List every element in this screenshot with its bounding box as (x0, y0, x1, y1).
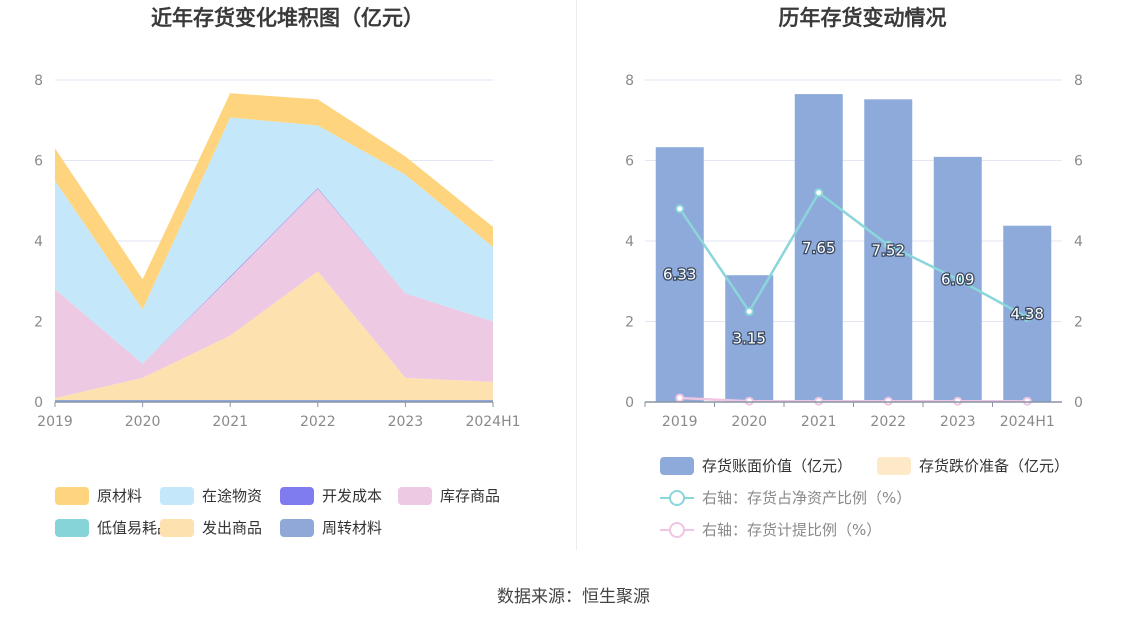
right-chart-title: 历年存货变动情况 (778, 6, 947, 30)
legend-item[interactable]: 原材料 (55, 485, 142, 506)
legend-label: 发出商品 (202, 519, 263, 537)
line-point (744, 306, 754, 316)
legend-swatch (660, 456, 694, 475)
bar-data-label: 3.15 (733, 330, 766, 348)
legend-item[interactable]: 开发成本 (280, 485, 382, 506)
y-tick-label: 4 (625, 234, 634, 250)
legend-label: 开发成本 (322, 487, 383, 505)
legend-marker (669, 489, 685, 506)
legend-swatch (398, 486, 432, 505)
right-y-tick-label: 8 (1074, 73, 1083, 89)
x-tick-label: 2019 (662, 414, 698, 430)
bar-line-chart: 0 2 4 6 8 0 2 4 6 8 6.33 3.15 7.65 7.52 6.09 4.38 2019 20… (625, 73, 1083, 430)
x-tick-label: 2022 (870, 414, 906, 430)
bar-data-label: 7.52 (872, 242, 905, 260)
x-tick-label: 2019 (37, 414, 73, 430)
legend-item[interactable]: 低值易耗品 (55, 517, 172, 538)
right-y-tick-label: 0 (1074, 395, 1083, 411)
legend-marker (669, 521, 685, 538)
line-point (1022, 396, 1032, 406)
line-point (814, 188, 824, 198)
right-y-tick-label: 6 (1074, 154, 1083, 170)
line-point (883, 240, 893, 250)
legend-label: 低值易耗品 (97, 519, 173, 537)
x-tick-label: 2020 (731, 414, 767, 430)
legend-item[interactable]: 存货跌价准备（亿元） (877, 455, 1069, 476)
x-tick-label: 2023 (940, 414, 976, 430)
legend-swatch (877, 456, 911, 475)
y-tick-label: 8 (625, 73, 634, 89)
bar (655, 147, 704, 402)
y-tick-label: 4 (34, 234, 43, 250)
area-series-6 (55, 93, 493, 310)
legend-label: 周转材料 (322, 519, 383, 537)
x-tick-label: 2020 (125, 414, 161, 430)
y-tick-label: 6 (625, 154, 634, 170)
panel-divider (576, 0, 577, 550)
line-point (1022, 312, 1032, 322)
right-y-tick-label: 2 (1074, 315, 1083, 331)
legend-swatch (280, 486, 314, 505)
legend-swatch (160, 486, 194, 505)
data-source: 数据来源：恒生聚源 (497, 587, 650, 607)
stacked-area-chart-panel: 近年存货变化堆积图（亿元） 0 2 4 6 8 2019 2020 2021 2022 2023 2… (0, 0, 575, 550)
legend-item[interactable]: 在途物资 (160, 485, 262, 506)
right-y-tick-label: 4 (1074, 234, 1083, 250)
legend-item[interactable]: 存货账面价值（亿元） (660, 455, 852, 476)
bar-data-label: 6.33 (663, 266, 696, 284)
y-tick-label: 2 (625, 315, 634, 331)
legend-item[interactable]: 发出商品 (160, 517, 262, 538)
line-point (883, 396, 893, 406)
bar (794, 94, 843, 403)
x-tick-label: 2022 (300, 414, 336, 430)
legend-label: 右轴：存货占净资产比例（%） (702, 489, 912, 507)
bar-data-label: 4.38 (1011, 305, 1044, 323)
line-point (814, 396, 824, 406)
legend-label: 右轴：存货计提比例（%） (702, 521, 882, 539)
y-tick-label: 6 (34, 154, 43, 170)
legend-swatch (160, 518, 194, 537)
left-chart-title: 近年存货变化堆积图（亿元） (151, 6, 424, 30)
legend-item[interactable]: 右轴：存货计提比例（%） (660, 519, 881, 540)
line-point (675, 393, 685, 403)
y-tick-label: 0 (625, 395, 634, 411)
line-series-2 (678, 190, 1028, 319)
area-series-2 (55, 271, 493, 400)
legend-swatch (55, 486, 89, 505)
bar-line-chart-panel: 历年存货变动情况 0 2 4 6 8 0 2 4 6 8 6.33 3.15 7.65 7.52 6.09 4… (578, 0, 1147, 550)
area-series-5 (55, 117, 493, 364)
y-tick-label: 2 (34, 315, 43, 331)
legend-swatch (55, 518, 89, 537)
legend-item[interactable]: 右轴：存货占净资产比例（%） (660, 487, 911, 508)
legend-label: 存货账面价值（亿元） (702, 457, 853, 475)
bar (725, 275, 774, 402)
y-tick-label: 0 (34, 395, 43, 411)
legend-item[interactable]: 周转材料 (280, 517, 382, 538)
legend-swatch (660, 489, 694, 507)
line-point (953, 396, 963, 406)
x-tick-label: 2021 (212, 414, 248, 430)
legend-swatch (660, 521, 694, 539)
legend-swatch (280, 518, 314, 537)
legend-label: 存货跌价准备（亿元） (919, 457, 1070, 475)
legend-label: 原材料 (97, 487, 143, 505)
bar-data-label: 6.09 (941, 270, 974, 288)
stacked-area-chart: 0 2 4 6 8 2019 2020 2021 2022 2023 2024H1 (34, 73, 520, 430)
line-series-3 (679, 396, 1028, 403)
area-series-3 (55, 188, 493, 398)
legend-item[interactable]: 库存商品 (398, 485, 500, 506)
line-point (953, 274, 963, 284)
line-point (744, 396, 754, 406)
x-tick-label: 2024H1 (465, 414, 520, 430)
y-tick-label: 8 (34, 73, 43, 89)
line-point (675, 204, 685, 214)
x-tick-label: 2024H1 (1000, 414, 1055, 430)
legend-label: 库存商品 (440, 487, 501, 505)
bar (864, 99, 913, 402)
bar-data-label: 7.65 (802, 239, 835, 257)
legend-label: 在途物资 (202, 487, 263, 505)
x-tick-label: 2021 (801, 414, 837, 430)
x-tick-label: 2023 (388, 414, 424, 430)
